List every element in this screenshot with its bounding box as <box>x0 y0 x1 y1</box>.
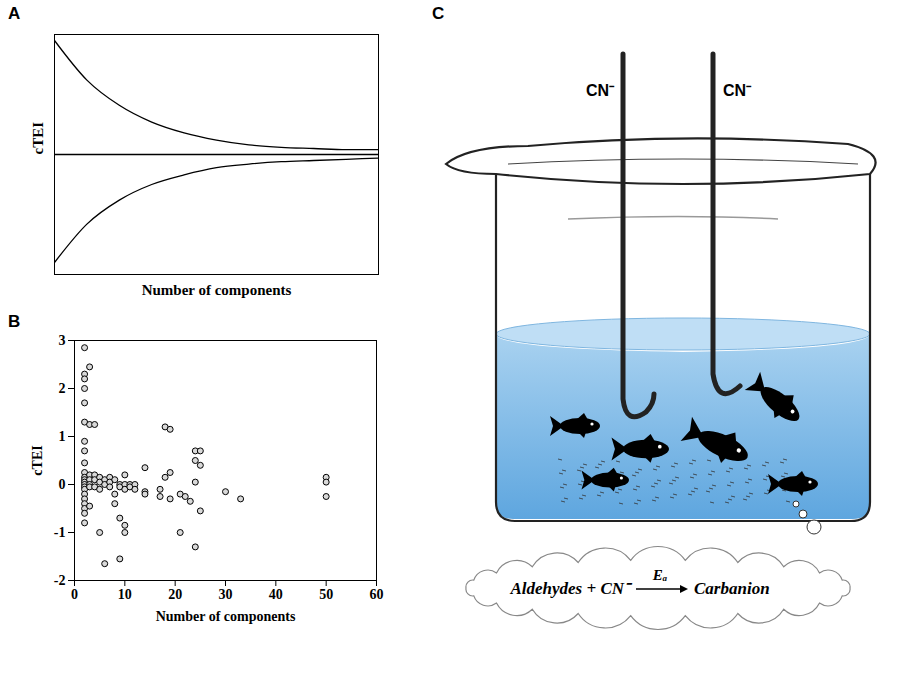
html-text:B: B <box>8 312 21 331</box>
svg-text:-1: -1 <box>54 525 66 540</box>
svg-text:Number of components: Number of components <box>156 609 296 624</box>
svg-text:30: 30 <box>219 587 233 602</box>
svg-text:-2: -2 <box>54 573 66 588</box>
svg-text:CN⁻: CN⁻ <box>723 82 752 99</box>
svg-text:0: 0 <box>71 587 78 602</box>
svg-text:3: 3 <box>59 333 66 348</box>
html-text:A: A <box>8 4 21 23</box>
svg-text:0: 0 <box>59 477 66 492</box>
svg-text:10: 10 <box>118 587 132 602</box>
svg-text:CN⁻: CN⁻ <box>586 82 615 99</box>
svg-text:Eₐ: Eₐ <box>652 567 668 583</box>
svg-text:40: 40 <box>269 587 283 602</box>
html-text:C: C <box>432 4 445 23</box>
svg-text:2: 2 <box>59 381 66 396</box>
svg-text:Aldehydes + CN⁻: Aldehydes + CN⁻ <box>509 579 633 598</box>
svg-text:Number of components: Number of components <box>142 282 292 298</box>
svg-text:20: 20 <box>168 587 182 602</box>
svg-text:50: 50 <box>319 587 333 602</box>
svg-text:Carbanion: Carbanion <box>694 579 770 598</box>
svg-text:1: 1 <box>59 429 66 444</box>
svg-text:cTEI: cTEI <box>30 122 46 155</box>
svg-text:cTEI: cTEI <box>30 445 45 475</box>
svg-text:60: 60 <box>370 587 384 602</box>
